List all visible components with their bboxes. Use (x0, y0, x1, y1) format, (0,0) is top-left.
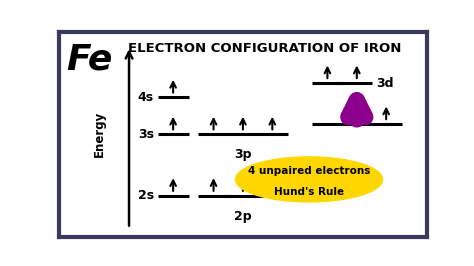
Text: Energy: Energy (93, 111, 106, 157)
Text: Hund's Rule: Hund's Rule (274, 187, 344, 197)
Text: 3p: 3p (234, 148, 252, 161)
Text: 2s: 2s (138, 189, 154, 202)
Text: 4 unpaired electrons: 4 unpaired electrons (248, 166, 370, 176)
Text: 2p: 2p (234, 210, 252, 223)
Text: 4s: 4s (138, 91, 154, 104)
Text: 3s: 3s (138, 128, 154, 141)
Text: Fe: Fe (66, 42, 113, 76)
Text: 3d: 3d (376, 77, 393, 90)
Ellipse shape (236, 157, 383, 202)
Text: ELECTRON CONFIGURATION OF IRON: ELECTRON CONFIGURATION OF IRON (128, 42, 401, 55)
